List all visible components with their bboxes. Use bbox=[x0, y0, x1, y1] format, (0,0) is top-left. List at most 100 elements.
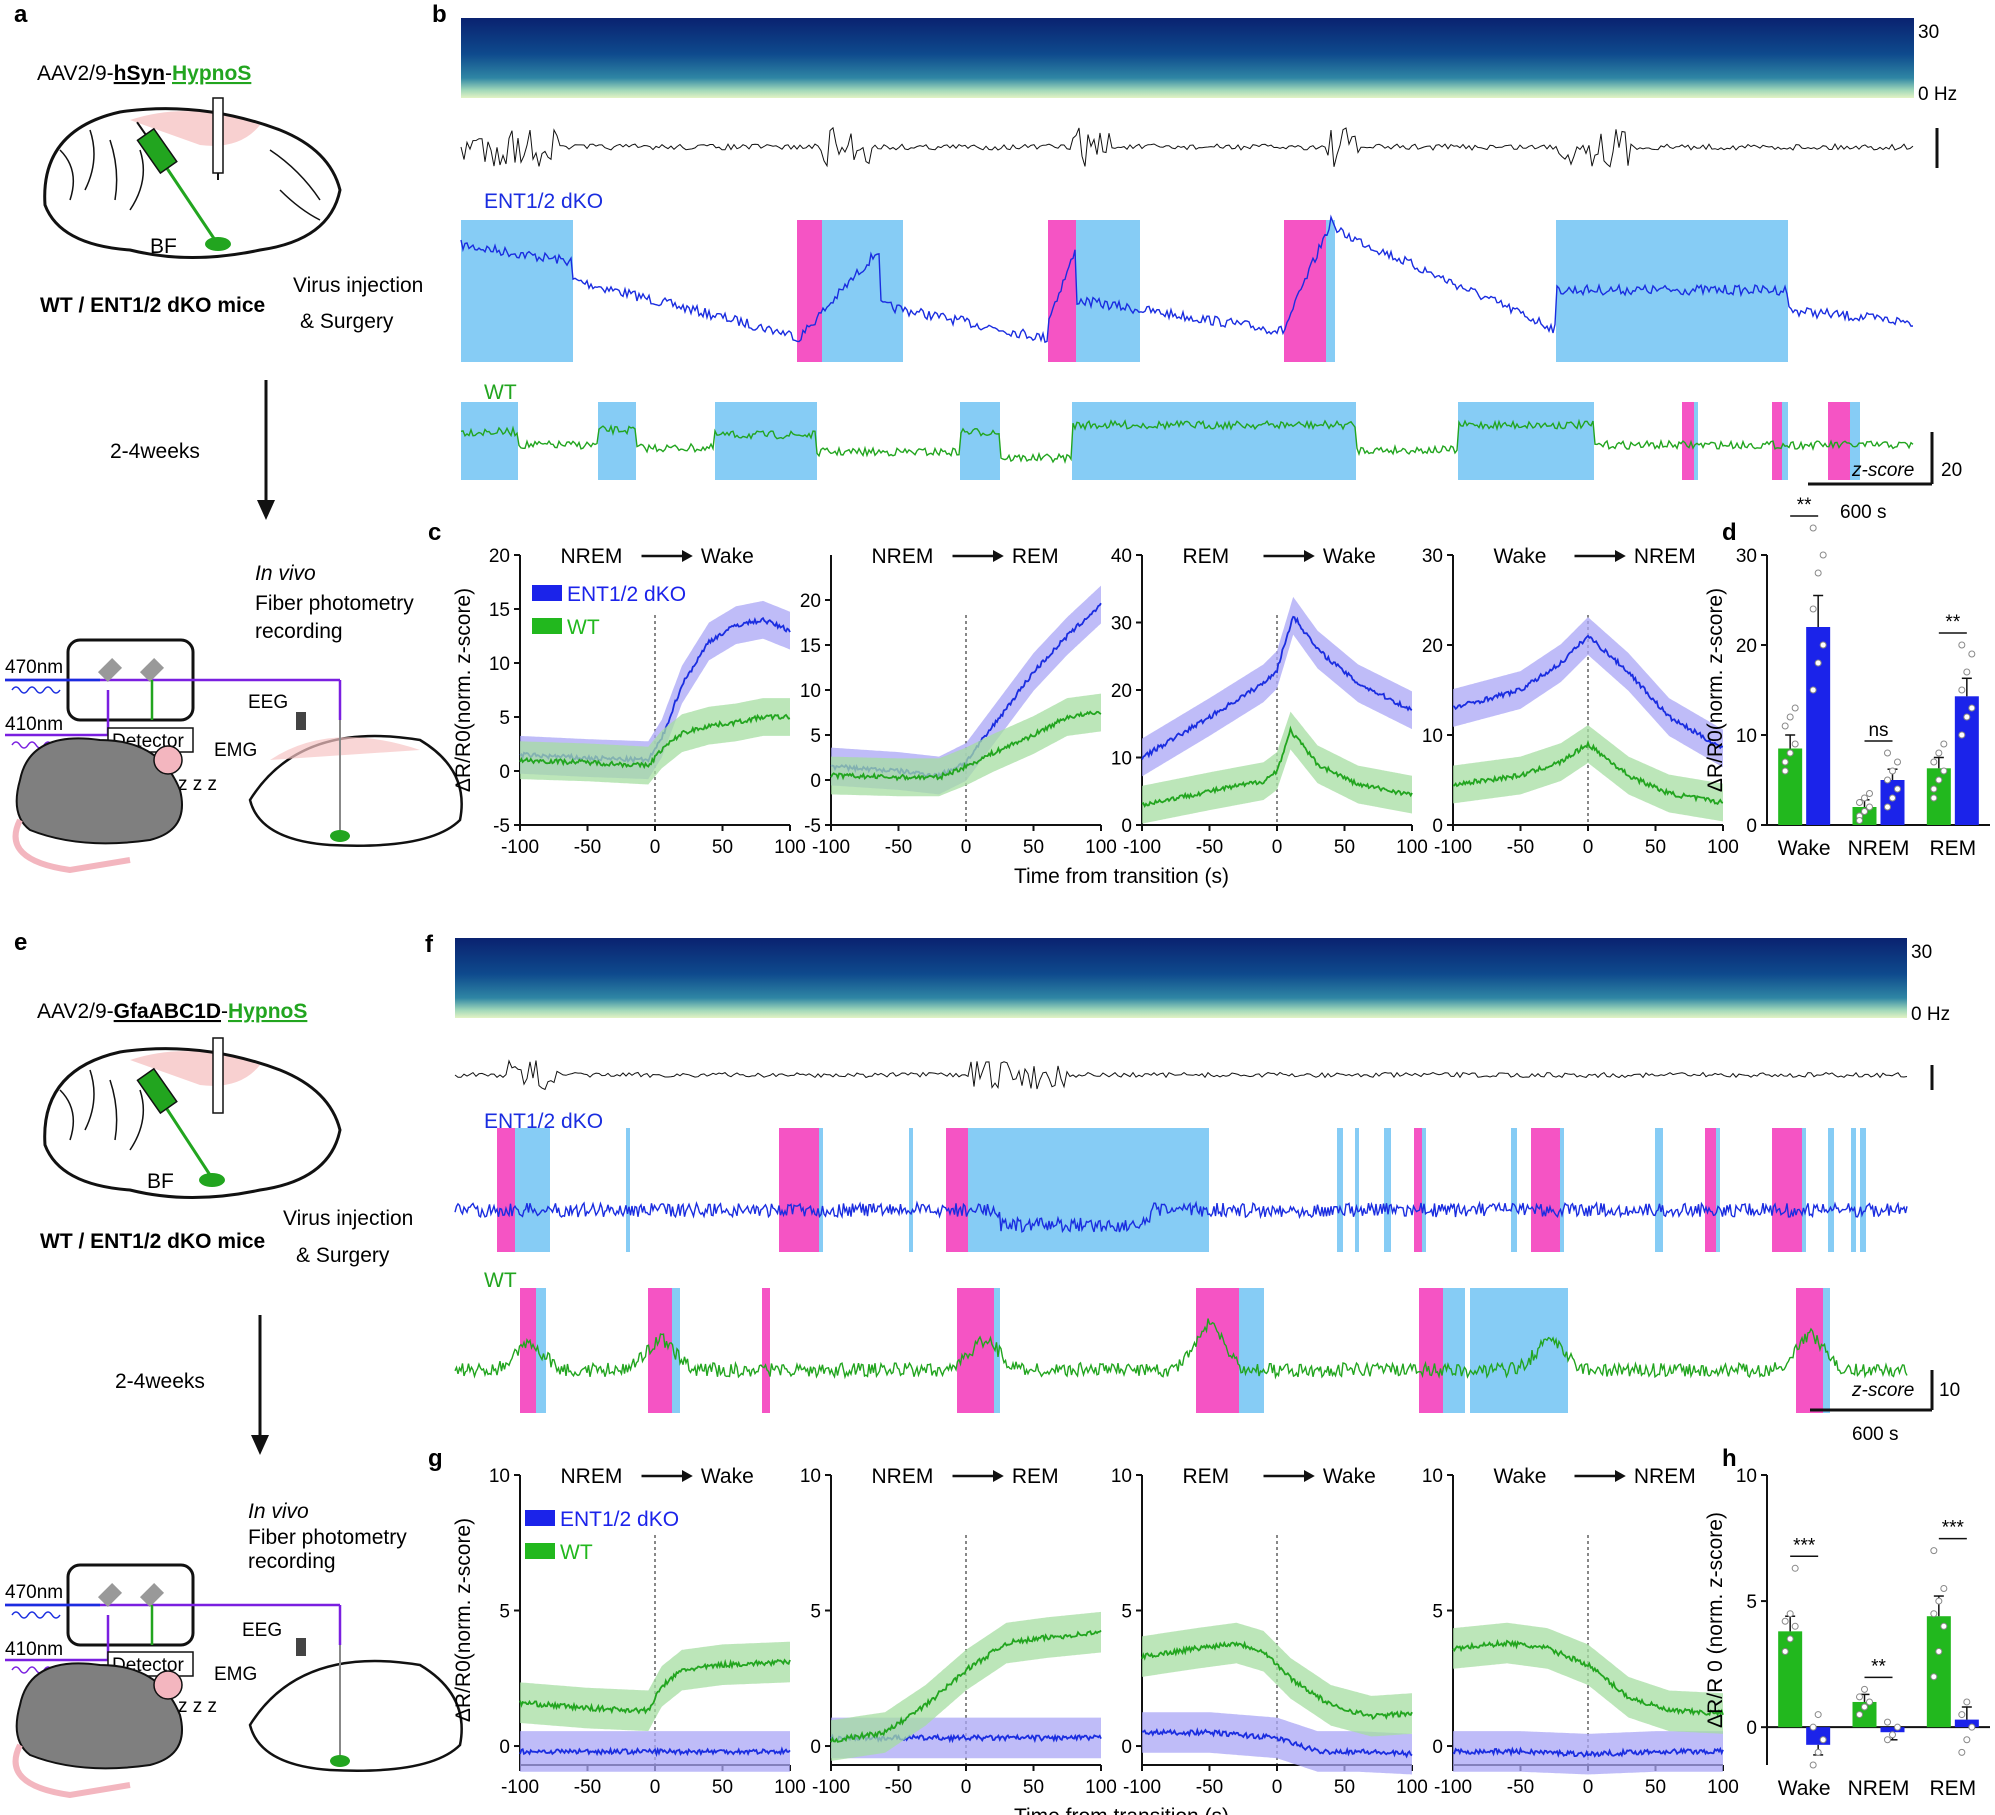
weeks-label-a: 2-4weeks bbox=[110, 440, 200, 463]
data-point bbox=[1814, 569, 1822, 577]
title-arrowhead bbox=[1615, 1470, 1626, 1482]
schematic-e: AAV2/9-GfaABC1D-HypnoS BF WT / ENT1/2 dK… bbox=[5, 1000, 463, 1799]
wt-f-shade-rem-5 bbox=[957, 1288, 994, 1413]
data-point bbox=[1894, 785, 1901, 793]
x-tick-label: -100 bbox=[1434, 837, 1472, 858]
data-point bbox=[1968, 650, 1976, 658]
ent-label-b: ENT1/2 dKO bbox=[484, 190, 603, 213]
bar-NREM-ent bbox=[1880, 780, 1905, 825]
significance-label: ** bbox=[1871, 1656, 1886, 1677]
ent-f-shade-wake-22 bbox=[1851, 1128, 1856, 1252]
panel-label-g: g bbox=[428, 1445, 443, 1472]
wt-label-f: WT bbox=[484, 1269, 517, 1292]
data-point bbox=[1856, 799, 1863, 806]
y-tick-label: 40 bbox=[1111, 546, 1132, 567]
wl-410-e: 410nm bbox=[5, 1639, 63, 1660]
wt-f-shade-wake-10 bbox=[1443, 1288, 1465, 1413]
subplot-title-right: Wake bbox=[1323, 1465, 1376, 1488]
y-tick-label: -5 bbox=[804, 816, 821, 837]
x-tick-label: 100 bbox=[1396, 1777, 1428, 1798]
wt-mean-line bbox=[1452, 739, 1724, 806]
data-point bbox=[1856, 817, 1863, 824]
significance-label: ** bbox=[1797, 495, 1812, 516]
data-point bbox=[1809, 1761, 1817, 1769]
spec-min-b: 0 Hz bbox=[1918, 84, 1957, 105]
data-point bbox=[1866, 790, 1873, 797]
data-point bbox=[1884, 776, 1891, 784]
data-point bbox=[1856, 1693, 1863, 1701]
ent-mean-line bbox=[519, 1746, 791, 1758]
data-point bbox=[1819, 551, 1827, 559]
y-tick-label: 20 bbox=[1111, 681, 1132, 702]
bar-Wake-ent bbox=[1806, 1727, 1831, 1745]
legend-label: ENT1/2 dKO bbox=[560, 1508, 679, 1531]
y-tick-label: 5 bbox=[810, 726, 821, 747]
wt-mean-line bbox=[519, 713, 791, 770]
significance-label: *** bbox=[1942, 1518, 1965, 1539]
y-tick-label: 0 bbox=[1432, 1737, 1443, 1758]
x-tick-label: -50 bbox=[574, 837, 601, 858]
ent-f-shade-rem-19 bbox=[1772, 1128, 1802, 1252]
subplot-title-right: REM bbox=[1012, 1465, 1059, 1488]
y-tick-label: 10 bbox=[800, 1466, 821, 1487]
data-point bbox=[1809, 524, 1817, 532]
x-tick-label: 0 bbox=[961, 1777, 972, 1798]
legend-label: WT bbox=[560, 1541, 593, 1564]
ent-f-shade-wake-7 bbox=[968, 1128, 1209, 1252]
ent-sem-band bbox=[1142, 1712, 1412, 1775]
x-tick-label: 50 bbox=[712, 837, 733, 858]
wt-f-shade-rem-9 bbox=[1419, 1288, 1443, 1413]
subplot-title-left: NREM bbox=[561, 545, 623, 568]
ent-f-shade-wake-16 bbox=[1655, 1128, 1663, 1252]
x-tick-label: 100 bbox=[1085, 1777, 1117, 1798]
spectrogram-b bbox=[461, 18, 1914, 98]
ent-f-shade-rem-6 bbox=[946, 1128, 968, 1252]
bar-Wake-ent bbox=[1806, 627, 1831, 825]
category-label: NREM bbox=[1848, 1777, 1910, 1800]
category-label: Wake bbox=[1778, 837, 1831, 860]
ent-b-shade-wake-6 bbox=[1326, 220, 1335, 362]
y-tick-label: 0 bbox=[1746, 816, 1757, 837]
emg-a: EMG bbox=[214, 740, 257, 761]
subplot-title-left: NREM bbox=[872, 1465, 934, 1488]
data-point bbox=[1930, 758, 1938, 766]
y-tick-label: 20 bbox=[489, 546, 510, 567]
wt-b-shade-wake-1 bbox=[598, 402, 636, 480]
data-point bbox=[1958, 1748, 1966, 1756]
data-point bbox=[1866, 803, 1873, 811]
category-label: REM bbox=[1929, 837, 1976, 860]
wt-sem-band bbox=[1142, 1622, 1412, 1737]
title-arrowhead bbox=[993, 1470, 1004, 1482]
ent-f-shade-wake-1 bbox=[515, 1128, 550, 1252]
y-tick-label: 10 bbox=[1422, 726, 1443, 747]
x-tick-label: -50 bbox=[885, 837, 912, 858]
fiber-line2-a: recording bbox=[255, 620, 343, 643]
wt-b-shade-rem-8 bbox=[1772, 402, 1782, 480]
y-tick-label: 0 bbox=[810, 1737, 821, 1758]
y-tick-label: 15 bbox=[800, 636, 821, 657]
data-point bbox=[1940, 767, 1948, 775]
x-tick-label: -50 bbox=[1507, 837, 1534, 858]
data-point bbox=[1930, 785, 1938, 793]
wt-sem-band bbox=[1453, 725, 1723, 822]
ent-f-shade-rem-0 bbox=[497, 1128, 515, 1252]
x-tick-label: 0 bbox=[1272, 1777, 1283, 1798]
data-point bbox=[1963, 1698, 1971, 1706]
category-label: NREM bbox=[1848, 837, 1910, 860]
time-scale-f: 600 s bbox=[1852, 1424, 1898, 1445]
panel-label-a: a bbox=[14, 1, 28, 28]
emg-trace-b bbox=[460, 126, 1914, 168]
wt-b-shade-wake-4 bbox=[1072, 402, 1356, 480]
panel-label-h: h bbox=[1722, 1445, 1737, 1472]
data-point bbox=[1809, 1723, 1817, 1731]
subplot-title-left: Wake bbox=[1494, 1465, 1547, 1488]
ent-b-shade-wake-0 bbox=[461, 220, 573, 362]
wt-mean-line bbox=[830, 710, 1102, 782]
significance-label: ns bbox=[1868, 720, 1888, 741]
title-arrowhead bbox=[682, 1470, 693, 1482]
y-axis-label: ΔR/R0(norm. z-score) bbox=[1704, 588, 1727, 792]
data-point bbox=[1930, 1673, 1938, 1681]
title-arrowhead bbox=[1304, 550, 1315, 562]
subplot-title-left: REM bbox=[1183, 545, 1230, 568]
